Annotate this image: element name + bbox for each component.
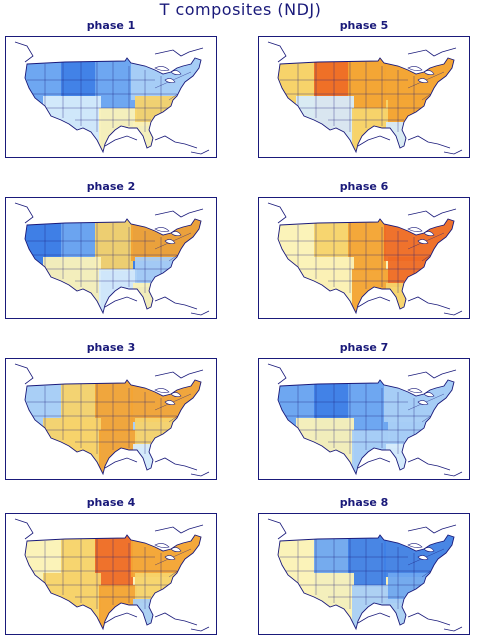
- panel-title: phase 3: [86, 341, 136, 354]
- map-frame: [5, 197, 217, 319]
- anomaly-region: [388, 573, 434, 603]
- us-temperature-map: [258, 197, 470, 319]
- anomaly-region: [352, 430, 390, 474]
- anomaly-region: [99, 108, 137, 152]
- us-temperature-map: [258, 36, 470, 158]
- anomaly-region: [135, 573, 181, 603]
- map-frame: [258, 358, 470, 480]
- anomaly-region: [135, 96, 181, 126]
- anomaly-region: [95, 219, 133, 271]
- anomaly-region: [384, 380, 454, 422]
- anomaly-region: [43, 418, 101, 474]
- anomaly-region: [43, 96, 101, 152]
- anomaly-region: [43, 573, 101, 629]
- panel-title: phase 8: [339, 496, 389, 509]
- anomaly-region: [133, 283, 165, 313]
- anomaly-region: [348, 58, 386, 110]
- us-outline: [24, 379, 202, 476]
- us-temperature-map: [258, 358, 470, 480]
- anomaly-region: [388, 96, 434, 126]
- anomaly-region: [296, 96, 354, 152]
- anomaly-region: [131, 380, 201, 422]
- us-temperature-map: [5, 36, 217, 158]
- us-temperature-map: [258, 513, 470, 635]
- map-frame: [5, 513, 217, 635]
- anomaly-region: [133, 122, 165, 152]
- anomaly-region: [384, 535, 454, 577]
- anomaly-region: [95, 58, 133, 110]
- anomaly-region: [131, 58, 201, 100]
- anomaly-region: [386, 599, 418, 629]
- anomaly-region: [95, 535, 133, 587]
- map-panel-phase-1: phase 1: [5, 19, 217, 158]
- anomaly-region: [348, 535, 386, 587]
- anomaly-region: [386, 283, 418, 313]
- main-title: T composites (NDJ): [159, 0, 322, 19]
- us-outline: [277, 534, 455, 631]
- anomaly-region: [43, 257, 101, 313]
- anomaly-region: [352, 585, 390, 629]
- us-outline: [24, 218, 202, 315]
- anomaly-region: [131, 535, 201, 577]
- map-frame: [5, 36, 217, 158]
- anomaly-region: [386, 444, 418, 474]
- us-outline: [24, 534, 202, 631]
- anomaly-region: [386, 122, 418, 152]
- anomaly-region: [348, 380, 386, 432]
- anomaly-region: [131, 219, 201, 261]
- anomaly-region: [135, 418, 181, 448]
- anomaly-region: [352, 269, 390, 313]
- anomaly-region: [99, 430, 137, 474]
- map-panel-phase-5: phase 5: [258, 19, 470, 158]
- anomaly-region: [388, 257, 434, 287]
- anomaly-region: [99, 585, 137, 629]
- anomaly-region: [296, 418, 354, 474]
- map-frame: [258, 513, 470, 635]
- anomaly-region: [133, 444, 165, 474]
- map-frame: [258, 36, 470, 158]
- anomaly-region: [296, 573, 354, 629]
- map-panel-phase-7: phase 7: [258, 341, 470, 480]
- us-outline: [277, 218, 455, 315]
- anomaly-region: [296, 257, 354, 313]
- panel-title: phase 2: [86, 180, 136, 193]
- anomaly-region: [348, 219, 386, 271]
- us-temperature-map: [5, 513, 217, 635]
- map-panel-phase-2: phase 2: [5, 180, 217, 319]
- anomaly-region: [388, 418, 434, 448]
- map-panel-phase-6: phase 6: [258, 180, 470, 319]
- us-temperature-map: [5, 358, 217, 480]
- panel-title: phase 6: [339, 180, 389, 193]
- map-panel-phase-3: phase 3: [5, 341, 217, 480]
- panel-title: phase 5: [339, 19, 389, 32]
- us-outline: [277, 379, 455, 476]
- us-outline: [277, 57, 455, 154]
- anomaly-region: [384, 219, 454, 261]
- panel-title: phase 7: [339, 341, 389, 354]
- anomaly-region: [384, 58, 454, 100]
- anomaly-region: [352, 108, 390, 152]
- us-outline: [24, 57, 202, 154]
- panel-title: phase 4: [86, 496, 136, 509]
- map-panel-phase-4: phase 4: [5, 496, 217, 635]
- anomaly-region: [99, 269, 137, 313]
- map-frame: [258, 197, 470, 319]
- anomaly-region: [133, 599, 165, 629]
- map-frame: [5, 358, 217, 480]
- anomaly-region: [95, 380, 133, 432]
- panel-title: phase 1: [86, 19, 136, 32]
- map-panel-phase-8: phase 8: [258, 496, 470, 635]
- us-temperature-map: [5, 197, 217, 319]
- anomaly-region: [135, 257, 181, 287]
